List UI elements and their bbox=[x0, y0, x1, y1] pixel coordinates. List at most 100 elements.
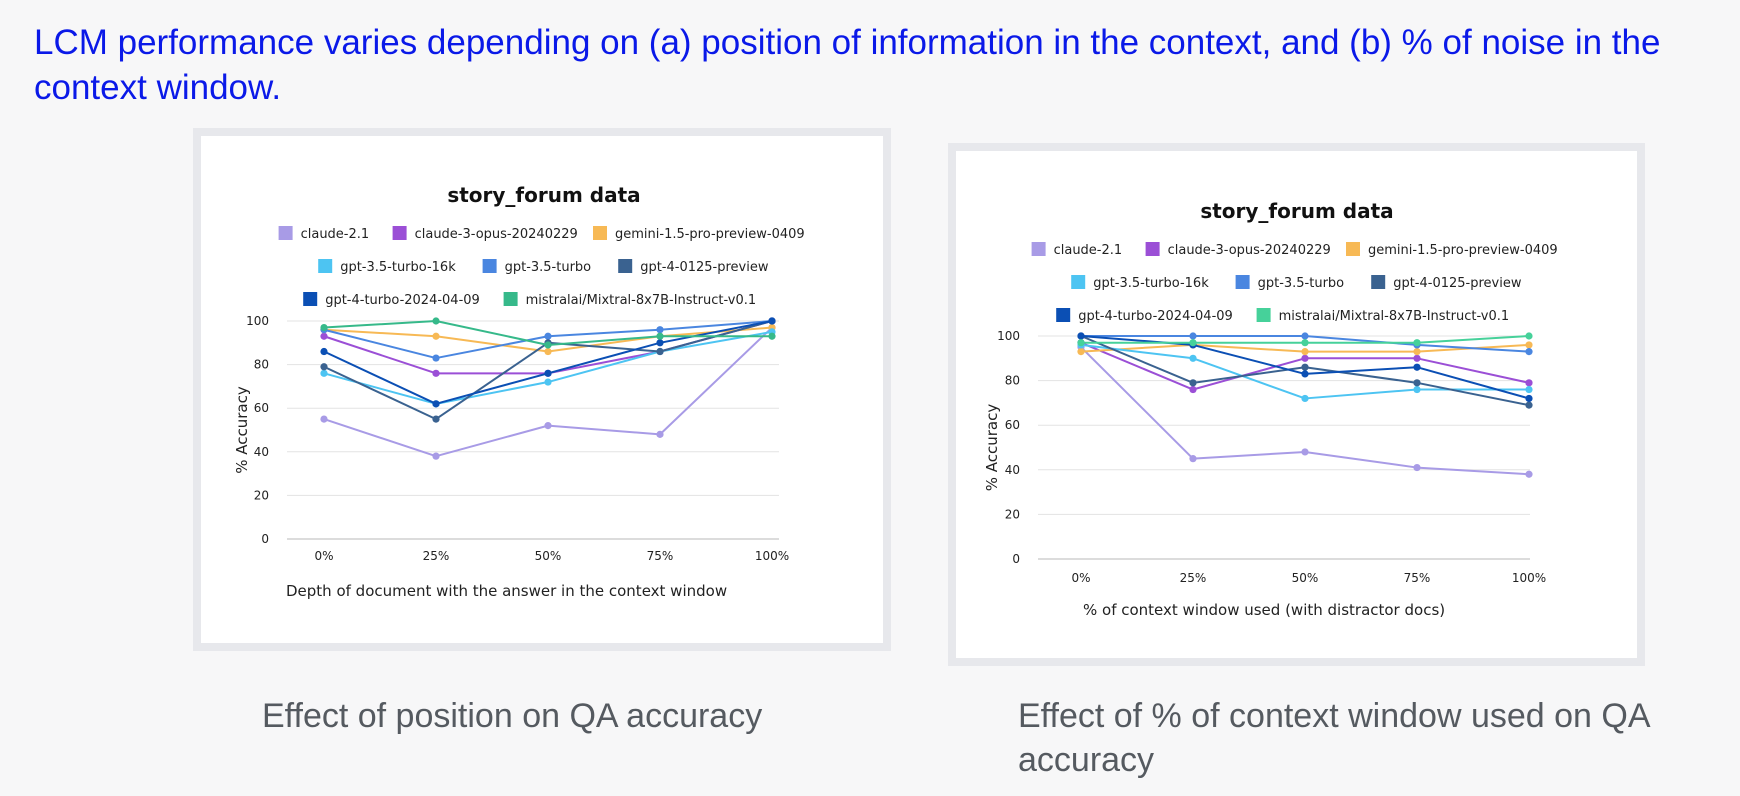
data-point-s5-p1 bbox=[1189, 379, 1197, 387]
data-point-s7-p1 bbox=[432, 317, 440, 325]
x-tick-label: 25% bbox=[423, 549, 450, 563]
data-point-s3-p4 bbox=[1525, 385, 1533, 394]
y-tick-label: 0 bbox=[261, 532, 269, 546]
legend-label-5: gpt-4-0125-preview bbox=[1393, 276, 1522, 291]
legend-swatch-4 bbox=[1235, 275, 1250, 289]
x-tick-label: 75% bbox=[1404, 571, 1431, 585]
data-point-s0-p4 bbox=[1525, 470, 1533, 478]
data-point-s4-p2 bbox=[1301, 332, 1309, 340]
data-point-s6-p3 bbox=[656, 339, 664, 347]
data-point-s7-p2 bbox=[1301, 339, 1309, 347]
data-point-s7-p1 bbox=[1189, 339, 1197, 347]
data-point-s0-p1 bbox=[1189, 455, 1197, 463]
data-point-s2-p2 bbox=[1301, 348, 1309, 356]
data-point-s0-p1 bbox=[432, 452, 440, 460]
legend-label-5: gpt-4-0125-preview bbox=[640, 260, 769, 275]
legend-swatch-7 bbox=[503, 292, 518, 306]
data-point-s4-p1 bbox=[1189, 332, 1197, 340]
x-tick-label: 25% bbox=[1180, 571, 1207, 585]
legend-swatch-6 bbox=[1056, 308, 1071, 322]
data-point-s2-p3 bbox=[1413, 348, 1421, 356]
data-point-s2-p0 bbox=[1077, 348, 1085, 356]
legend-label-4: gpt-3.5-turbo bbox=[1258, 276, 1345, 291]
data-point-s6-p0 bbox=[320, 347, 328, 356]
data-point-s1-p1 bbox=[1189, 385, 1197, 394]
legend-swatch-7 bbox=[1256, 308, 1271, 322]
legend-swatch-1 bbox=[392, 226, 407, 240]
data-point-s4-p1 bbox=[432, 354, 440, 362]
data-point-s7-p2 bbox=[544, 341, 552, 349]
data-point-s7-p4 bbox=[1525, 332, 1533, 340]
chart-context-used-accuracy: story_forum data claude-2.1 claude-3-opus-… bbox=[983, 199, 1558, 619]
x-tick-label: 100% bbox=[1512, 571, 1546, 585]
y-tick-label: 40 bbox=[254, 445, 269, 459]
chart-frame-context-used: story_forum data claude-2.1 claude-3-opus-… bbox=[948, 143, 1645, 666]
data-point-s5-p3 bbox=[656, 347, 664, 356]
y-tick-label: 0 bbox=[1012, 552, 1020, 566]
y-tick-label: 100 bbox=[246, 314, 269, 328]
data-point-s0-p3 bbox=[656, 430, 664, 438]
data-point-s6-p4 bbox=[1525, 394, 1533, 403]
data-point-s3-p3 bbox=[1413, 385, 1421, 394]
y-tick-label: 80 bbox=[254, 358, 269, 372]
data-point-s7-p3 bbox=[656, 332, 664, 340]
legend-swatch-4 bbox=[482, 259, 497, 273]
legend-swatch-3 bbox=[318, 259, 333, 273]
data-point-s5-p2 bbox=[1301, 363, 1309, 371]
data-point-s0-p0 bbox=[320, 415, 328, 423]
x-tick-label: 50% bbox=[1292, 571, 1319, 585]
y-axis-label: % Accuracy bbox=[233, 386, 251, 474]
x-tick-label: 75% bbox=[647, 549, 674, 563]
legend-label-2: gemini-1.5-pro-preview-0409 bbox=[615, 227, 805, 242]
data-point-s6-p2 bbox=[1301, 370, 1309, 378]
data-point-s0-p2 bbox=[544, 422, 552, 430]
legend-swatch-0 bbox=[1031, 242, 1046, 256]
legend-label-1: claude-3-opus-20240229 bbox=[1168, 243, 1331, 258]
x-tick-label: 100% bbox=[755, 549, 789, 563]
data-point-s3-p0 bbox=[320, 369, 328, 377]
legend-label-6: gpt-4-turbo-2024-04-09 bbox=[1078, 309, 1233, 324]
y-tick-label: 80 bbox=[1005, 374, 1020, 388]
legend-swatch-6 bbox=[303, 292, 318, 306]
data-point-s7-p3 bbox=[1413, 339, 1421, 347]
slide-title: LCM performance varies depending on (a) … bbox=[34, 23, 1661, 107]
legend-label-7: mistralai/Mixtral-8x7B-Instruct-v0.1 bbox=[526, 293, 757, 308]
legend-label-3: gpt-3.5-turbo-16k bbox=[1093, 276, 1209, 291]
data-point-s6-p2 bbox=[544, 369, 552, 377]
x-tick-label: 0% bbox=[1071, 571, 1090, 585]
data-point-s5-p0 bbox=[320, 363, 328, 371]
legend-label-3: gpt-3.5-turbo-16k bbox=[340, 260, 456, 275]
data-point-s6-p1 bbox=[432, 400, 440, 408]
data-point-s0-p2 bbox=[1301, 448, 1309, 456]
y-tick-label: 40 bbox=[1005, 463, 1020, 477]
legend-label-0: claude-2.1 bbox=[301, 227, 370, 242]
x-axis-label: % of context window used (with distracto… bbox=[1083, 601, 1445, 619]
legend-label-1: claude-3-opus-20240229 bbox=[415, 227, 578, 242]
data-point-s6-p3 bbox=[1413, 363, 1421, 371]
data-point-s7-p0 bbox=[320, 323, 328, 332]
legend-swatch-0 bbox=[278, 226, 293, 240]
data-point-s4-p2 bbox=[544, 332, 552, 340]
legend-label-0: claude-2.1 bbox=[1054, 243, 1123, 258]
chart-frame-position: story_forum data claude-2.1 claude-3-opus-… bbox=[193, 128, 891, 651]
y-tick-label: 60 bbox=[254, 401, 269, 415]
data-point-s1-p2 bbox=[1301, 354, 1309, 362]
x-tick-label: 50% bbox=[535, 549, 562, 563]
data-point-s5-p1 bbox=[432, 415, 440, 423]
data-point-s3-p2 bbox=[544, 378, 552, 386]
legend-swatch-1 bbox=[1145, 242, 1160, 256]
y-tick-label: 20 bbox=[1005, 507, 1020, 521]
legend-label-7: mistralai/Mixtral-8x7B-Instruct-v0.1 bbox=[1279, 309, 1510, 324]
chart-position-accuracy: story_forum data claude-2.1 claude-3-opus-… bbox=[233, 183, 805, 600]
caption-position: Effect of position on QA accuracy bbox=[262, 697, 763, 735]
data-point-s0-p3 bbox=[1413, 463, 1421, 472]
data-point-s1-p4 bbox=[1525, 379, 1533, 387]
y-tick-label: 60 bbox=[1005, 418, 1020, 432]
data-point-s3-p2 bbox=[1301, 394, 1309, 403]
legend-swatch-2 bbox=[593, 226, 607, 240]
x-tick-label: 0% bbox=[314, 549, 333, 563]
legend-label-4: gpt-3.5-turbo bbox=[505, 260, 592, 275]
data-point-s5-p3 bbox=[1413, 379, 1421, 387]
data-point-s6-p0 bbox=[1077, 332, 1085, 340]
legend-swatch-2 bbox=[1346, 242, 1360, 256]
